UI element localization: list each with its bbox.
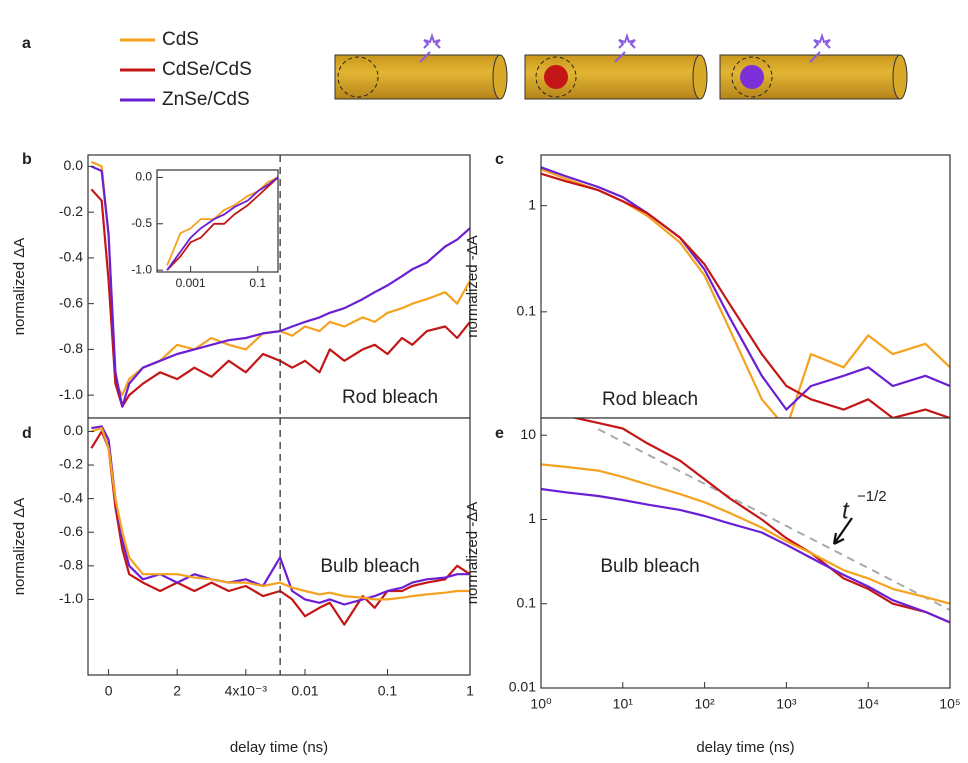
- series-line: [166, 176, 278, 271]
- plot-background: [88, 155, 470, 418]
- panel-letter: c: [495, 151, 504, 168]
- core: [544, 65, 568, 89]
- series-line: [166, 176, 278, 271]
- bulb-outline: [535, 56, 577, 98]
- fit-line: [597, 428, 950, 612]
- x-tick-label: 10⁴: [857, 696, 879, 712]
- y-tick-label: -1.0: [131, 262, 152, 276]
- x-tick-label: 10⁵: [939, 696, 960, 712]
- fit-label-exponent: −1/2: [857, 488, 887, 505]
- plot-frame: [156, 169, 279, 273]
- y-tick-label: -0.4: [59, 489, 83, 505]
- legend-label: CdS: [162, 29, 199, 50]
- plot-background: [541, 155, 950, 418]
- y-tick-label: 0.0: [64, 422, 84, 438]
- y-axis-label: normalized ΔA: [11, 498, 28, 596]
- x-tick-label: 0: [105, 683, 113, 699]
- plot-area: [541, 166, 950, 418]
- x-tick-label: 10³: [776, 696, 797, 712]
- x-axis-label: delay time (ns): [696, 739, 794, 756]
- x-tick-label: 10¹: [613, 696, 634, 712]
- y-tick-label: 1: [528, 510, 536, 526]
- y-tick-label: -1.0: [59, 590, 83, 606]
- series-line: [541, 166, 950, 411]
- annotation: Rod bleach: [602, 389, 698, 410]
- core: [740, 65, 764, 89]
- y-tick-label: -1.0: [59, 386, 83, 402]
- plot-area: [541, 418, 950, 624]
- series-line: [541, 487, 950, 624]
- y-tick-label: 0.1: [517, 594, 537, 610]
- y-tick-label: 0.01: [509, 679, 536, 695]
- panel-letter: a: [22, 35, 31, 52]
- plot-frame: [87, 417, 471, 676]
- legend-label: CdSe/CdS: [162, 59, 252, 80]
- x-tick-label: 0.1: [378, 683, 398, 699]
- plot-frame: [540, 417, 951, 689]
- y-axis-label: normalized ΔA: [11, 238, 28, 336]
- annotation: Rod bleach: [342, 387, 438, 408]
- series-line: [541, 172, 950, 418]
- y-tick-label: -0.5: [131, 216, 152, 230]
- x-tick-label: 4x10⁻³: [225, 683, 268, 699]
- x-tick-label: 0.1: [249, 276, 266, 290]
- y-tick-label: -0.8: [59, 340, 83, 356]
- y-tick-label: -0.6: [59, 294, 83, 310]
- x-tick-label: 0.001: [176, 276, 206, 290]
- panel-letter: b: [22, 151, 32, 168]
- series-line: [91, 425, 470, 606]
- x-tick-label: 2: [173, 683, 181, 699]
- y-tick-label: -0.6: [59, 523, 83, 539]
- y-axis-label: normalized -ΔA: [464, 235, 481, 338]
- series-line: [90, 165, 470, 408]
- y-axis-label: normalized -ΔA: [464, 502, 481, 605]
- x-tick-label: 0.01: [291, 683, 318, 699]
- bulb-outline: [731, 56, 773, 98]
- x-tick-label: 1: [466, 683, 474, 699]
- annotation: Bulb bleach: [600, 556, 699, 577]
- y-tick-label: 10: [520, 426, 536, 442]
- x-axis-label: delay time (ns): [230, 739, 328, 756]
- y-tick-label: 0.0: [135, 170, 152, 184]
- legend-label: ZnSe/CdS: [162, 89, 250, 110]
- arrow: [832, 517, 853, 545]
- schematic: [334, 32, 908, 100]
- y-tick-label: 1: [528, 196, 536, 212]
- series-line: [541, 463, 950, 605]
- panel-letter: d: [22, 425, 32, 442]
- bulb-outline: [337, 56, 379, 98]
- y-tick-label: -0.4: [59, 249, 83, 265]
- series-line: [570, 418, 950, 624]
- y-tick-label: -0.8: [59, 557, 83, 573]
- series-line: [91, 427, 470, 601]
- rod-end: [692, 54, 708, 100]
- rod-end: [892, 54, 908, 100]
- fit-label: t: [842, 497, 850, 524]
- y-tick-label: 0.1: [517, 303, 537, 319]
- plot-background: [157, 170, 278, 272]
- rod-end: [492, 54, 508, 100]
- x-tick-label: 10⁰: [530, 696, 552, 712]
- panel-letter: e: [495, 425, 504, 442]
- y-tick-label: -0.2: [59, 456, 83, 472]
- y-tick-label: -0.2: [59, 203, 83, 219]
- annotation: Bulb bleach: [320, 556, 419, 577]
- photon: [419, 32, 831, 63]
- plot-background: [541, 418, 950, 688]
- plot-area: [166, 176, 278, 271]
- x-tick-label: 10²: [694, 696, 715, 712]
- plot-background: [88, 418, 470, 675]
- rod: [334, 54, 501, 100]
- y-tick-label: 0.0: [64, 157, 84, 173]
